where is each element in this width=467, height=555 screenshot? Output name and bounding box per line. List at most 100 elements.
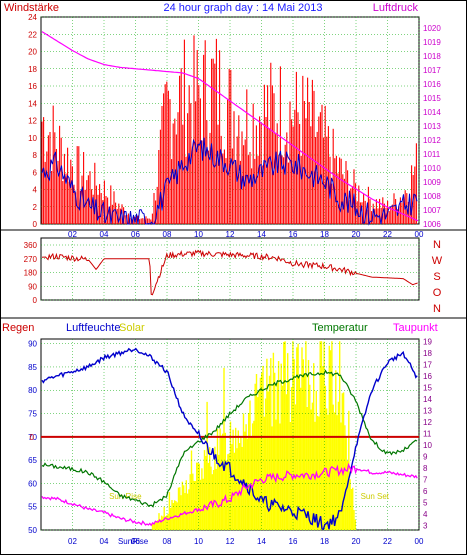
- avg-wind-line: [41, 137, 418, 226]
- x-tick-label: 22: [383, 537, 392, 546]
- y2-tick-label: 1019: [423, 38, 441, 47]
- temperature-legend: Temperatur: [312, 322, 368, 334]
- rain-value-label: 0: [30, 433, 35, 442]
- x-tick-label: 16: [289, 537, 298, 546]
- y2-tick-label: 1020: [423, 24, 441, 33]
- x-tick-label: 20: [352, 230, 361, 239]
- y-tick-label: 80: [28, 386, 37, 395]
- x-tick-label: 02: [68, 537, 77, 546]
- x-tick-label: 22: [383, 230, 392, 239]
- x-tick-label: 08: [163, 230, 172, 239]
- y-tick-label: 22: [28, 30, 37, 39]
- chart-title: 24 hour graph day : 14 Mai 2013: [163, 2, 322, 14]
- x-tick-label: 20: [352, 537, 361, 546]
- y-tick-label: 20: [28, 48, 37, 57]
- climate-plot-layer: 50 55 60 65 70 75 80 85 90 3 4 5 6 7 8 9 10 11 12 13 14 15 16 1…: [28, 337, 432, 546]
- y2-tick-label: 17: [423, 360, 432, 369]
- y2-tick-label: 1018: [423, 52, 441, 61]
- y-tick-label: 10: [28, 134, 37, 143]
- y-tick-label: 180: [24, 269, 38, 278]
- compass-label: S: [433, 271, 440, 283]
- compass-label: N: [433, 239, 441, 251]
- direction-line: [41, 249, 418, 296]
- pressure-line: [41, 31, 419, 222]
- y2-tick-label: 13: [423, 406, 432, 415]
- y2-tick-label: 1007: [423, 206, 441, 215]
- x-tick-label: 14: [257, 230, 266, 239]
- y2-tick-label: 11: [423, 429, 432, 438]
- y2-tick-label: 1013: [423, 122, 441, 131]
- dewpoint-line: [41, 462, 418, 527]
- y-tick-label: 14: [28, 99, 37, 108]
- y2-tick-label: 8: [423, 464, 428, 473]
- x-tick-label: 14: [257, 537, 266, 546]
- y-tick-label: 270: [24, 255, 38, 264]
- y-tick-label: 0: [33, 296, 38, 305]
- y2-tick-label: 1006: [423, 220, 441, 229]
- compass-label: N: [433, 303, 441, 315]
- y2-tick-label: 16: [423, 372, 432, 381]
- x-tick-label: 18: [320, 537, 329, 546]
- temperature-line: [41, 369, 418, 508]
- x-tick-label: 04: [100, 537, 109, 546]
- y-tick-label: 55: [28, 503, 37, 512]
- y-tick-label: 70: [28, 433, 37, 442]
- y-tick-label: 4: [33, 186, 38, 195]
- x-tick-label: 00: [415, 230, 424, 239]
- x-tick-label: 12: [226, 537, 235, 546]
- y2-tick-label: 19: [423, 337, 432, 346]
- y2-tick-label: 5: [423, 498, 428, 507]
- y-tick-label: 8: [33, 151, 38, 160]
- y2-tick-label: 1015: [423, 94, 441, 103]
- y2-tick-label: 1017: [423, 66, 441, 75]
- humidity-legend: Luftfeuchte: [66, 322, 120, 334]
- y-tick-label: 65: [28, 456, 37, 465]
- y-tick-label: 50: [28, 526, 37, 535]
- y2-tick-label: 12: [423, 418, 432, 427]
- y-tick-label: 12: [28, 117, 37, 126]
- x-tick-label: 16: [289, 230, 298, 239]
- x-tick-label: 02: [68, 230, 77, 239]
- y-tick-label: 90: [28, 340, 37, 349]
- y2-tick-label: 4: [423, 510, 428, 519]
- solar-legend: Solar: [119, 322, 145, 334]
- y-tick-label: 360: [24, 241, 38, 250]
- y2-tick-label: 7: [423, 475, 428, 484]
- y2-tick-label: 1016: [423, 80, 441, 89]
- sunset-label: Sun Set: [361, 492, 390, 501]
- y2-tick-label: 15: [423, 383, 432, 392]
- y2-tick-label: 1008: [423, 192, 441, 201]
- y2-tick-label: 3: [423, 521, 428, 530]
- x-tick-label: 04: [100, 230, 109, 239]
- dewpoint-legend: Taupunkt: [393, 322, 438, 334]
- y2-tick-label: 1012: [423, 136, 441, 145]
- x-tick-label: 08: [163, 537, 172, 546]
- x-tick-label: 10: [194, 230, 203, 239]
- y2-tick-label: 1009: [423, 178, 441, 187]
- y-tick-label: 18: [28, 65, 37, 74]
- y-tick-label: 60: [28, 479, 37, 488]
- y2-tick-label: 14: [423, 395, 432, 404]
- y-tick-label: 16: [28, 82, 37, 91]
- y-tick-label: 2: [33, 203, 38, 212]
- y-tick-label: 24: [28, 13, 37, 22]
- y2-tick-label: 10: [423, 441, 432, 450]
- windspeed-axis-title: Windstärke: [4, 2, 59, 14]
- x-tick-label: 10: [194, 537, 203, 546]
- rain-axis-title: Regen: [2, 322, 34, 334]
- y2-tick-label: 1011: [423, 150, 441, 159]
- compass-label: O: [433, 287, 442, 299]
- y2-tick-label: 1010: [423, 164, 441, 173]
- x-tick-label: 06: [131, 537, 140, 546]
- y-tick-label: 75: [28, 410, 37, 419]
- y-tick-label: 90: [28, 282, 37, 291]
- y2-tick-label: 1014: [423, 108, 441, 117]
- y2-tick-label: 18: [423, 349, 432, 358]
- pressure-axis-title: Luftdruck: [373, 2, 419, 14]
- compass-label: W: [432, 255, 443, 267]
- y-tick-label: 0: [33, 220, 38, 229]
- y-tick-label: 6: [33, 168, 38, 177]
